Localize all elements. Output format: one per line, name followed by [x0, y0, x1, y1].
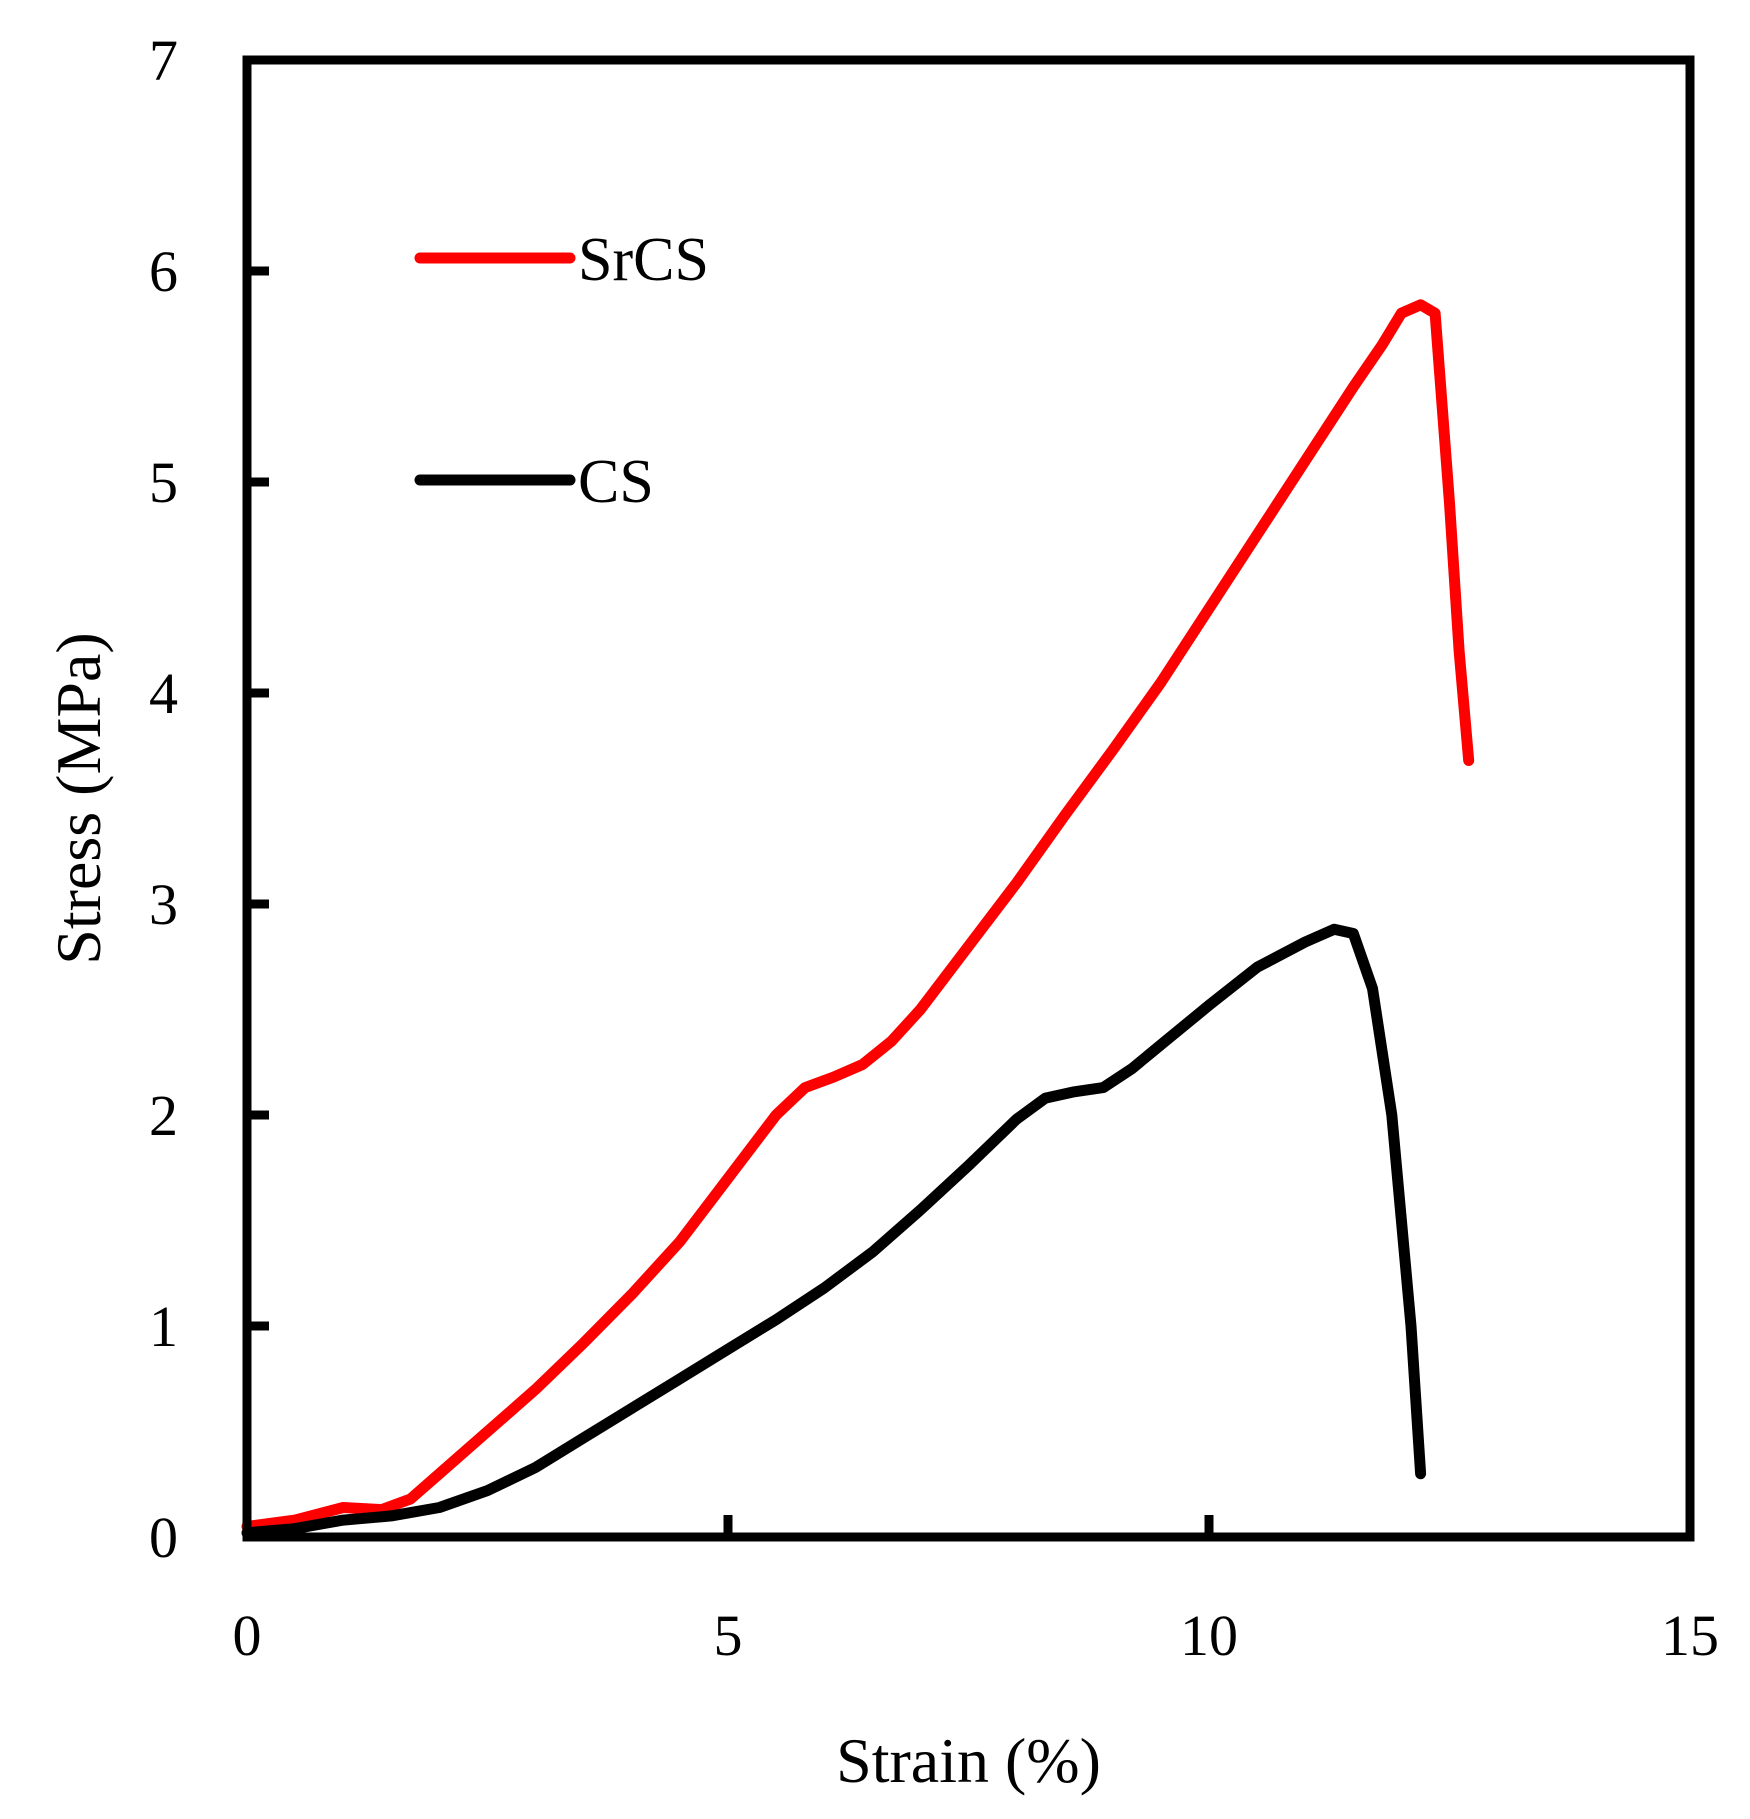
- x-tick-label: 15: [1661, 1603, 1719, 1668]
- y-axis-title: Stress (MPa): [43, 632, 114, 964]
- y-tick-label: 0: [149, 1505, 178, 1570]
- plot-frame: [242, 55, 1695, 1542]
- y-tick-label: 6: [149, 239, 178, 304]
- series-line-cs: [241, 923, 1427, 1539]
- x-tick-label: 0: [233, 1603, 262, 1668]
- x-axis-title: Strain (%): [836, 1725, 1101, 1796]
- x-tick-label: 10: [1180, 1603, 1238, 1668]
- y-tick-label: 2: [149, 1083, 178, 1148]
- legend-label-srcs: SrCS: [578, 226, 709, 294]
- x-tick-label: 5: [714, 1603, 743, 1668]
- legend-label-cs: CS: [578, 448, 654, 516]
- plot-layer: [241, 299, 1475, 1539]
- y-tick-label: 1: [149, 1294, 178, 1359]
- series-line-srcs: [241, 299, 1475, 1532]
- y-tick-label: 7: [149, 28, 178, 93]
- y-tick-label: 4: [149, 661, 178, 726]
- legend: SrCS CS: [414, 226, 709, 516]
- y-tick-label: 5: [149, 450, 178, 515]
- ticks-layer: 0 5 10 15 0 1 2 3 4 5 6 7: [149, 28, 1719, 1668]
- y-tick-label: 3: [149, 872, 178, 937]
